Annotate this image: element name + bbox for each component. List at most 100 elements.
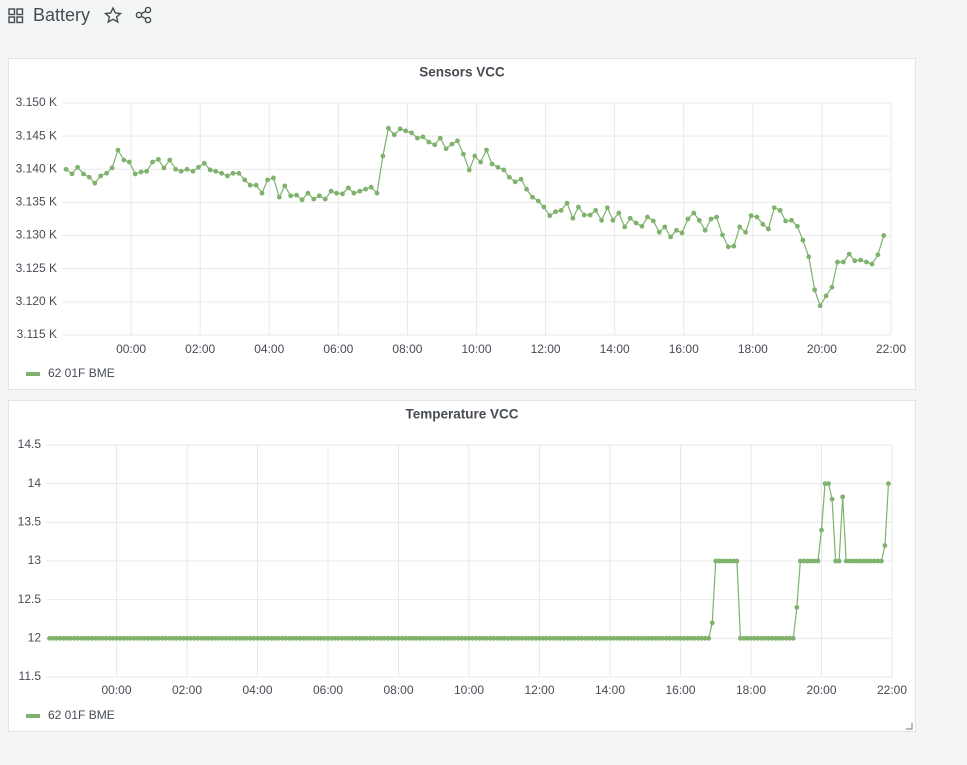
y-tick-label: 14 [28, 476, 42, 490]
x-tick-label: 02:00 [185, 342, 215, 356]
data-point [817, 303, 823, 309]
data-point [570, 215, 576, 221]
data-point [535, 198, 541, 204]
data-point [144, 168, 150, 174]
data-point [236, 170, 242, 176]
data-point [456, 635, 461, 641]
legend-label: 62 01F BME [48, 708, 115, 722]
star-icon[interactable] [103, 6, 123, 24]
data-point [265, 177, 270, 183]
y-tick-label: 3.115 K [17, 327, 57, 341]
data-point [396, 635, 401, 641]
data-point [392, 635, 398, 641]
data-point [149, 635, 155, 641]
x-tick-label: 18:00 [736, 683, 766, 697]
data-point [610, 217, 616, 223]
panel-title[interactable]: Sensors VCC [419, 65, 505, 80]
legend-label: 62 01F BME [48, 366, 115, 380]
data-point [262, 635, 267, 641]
data-point [582, 635, 588, 641]
data-point [191, 635, 197, 641]
data-point [417, 635, 423, 641]
data-point [575, 635, 581, 641]
data-point [783, 218, 789, 224]
resize-handle[interactable] [906, 723, 913, 730]
data-point [850, 558, 856, 564]
data-point [754, 214, 760, 220]
share-icon[interactable] [135, 6, 152, 24]
data-point [104, 170, 109, 176]
data-point [315, 635, 320, 641]
data-point [209, 635, 215, 641]
data-point [743, 229, 748, 235]
data-point [713, 558, 719, 564]
panel-title[interactable]: Temperature VCC [405, 407, 518, 422]
data-point [777, 207, 783, 213]
panel [8, 58, 916, 390]
data-point [611, 635, 616, 641]
data-point [178, 168, 184, 174]
data-point [762, 635, 768, 641]
data-point [755, 635, 761, 641]
dashboard-icon[interactable] [8, 8, 24, 24]
data-point [478, 159, 484, 165]
data-point [826, 481, 831, 487]
data-point [773, 635, 779, 641]
data-point [339, 635, 345, 641]
data-point [515, 635, 521, 641]
data-point [699, 635, 705, 641]
data-point [688, 635, 694, 641]
data-point [581, 212, 587, 218]
data-point [121, 157, 127, 163]
data-point [829, 284, 835, 290]
x-tick-label: 22:00 [877, 683, 907, 697]
data-point [881, 233, 887, 238]
data-point [702, 635, 708, 641]
data-point [455, 138, 460, 144]
data-point [318, 635, 324, 641]
data-point [212, 635, 218, 641]
data-point [871, 558, 877, 564]
data-point [397, 126, 403, 132]
data-point [64, 635, 70, 641]
data-point [135, 635, 141, 641]
data-point [614, 635, 620, 641]
data-point [466, 635, 472, 641]
data-point [410, 635, 415, 641]
data-point [662, 224, 668, 230]
data-point [565, 635, 571, 641]
data-point [568, 635, 574, 641]
data-point [117, 635, 123, 641]
data-point [311, 635, 317, 641]
charts: 3.150 K 3.145 K 3.140 K 3.135 K 3.130 K 3.125… [16, 95, 908, 722]
data-point [526, 635, 532, 641]
data-point [304, 635, 310, 641]
data-point [441, 635, 447, 641]
data-point [438, 635, 444, 641]
y-tick-label: 12.5 [18, 592, 42, 606]
dashboard-title[interactable]: Battery [33, 5, 90, 25]
data-point [737, 224, 743, 230]
data-point [537, 635, 542, 641]
data-point [886, 481, 891, 487]
data-point [714, 214, 719, 220]
data-point [237, 635, 243, 641]
data-point [597, 635, 602, 641]
data-point [660, 635, 666, 641]
data-point [787, 635, 793, 641]
data-point [202, 635, 208, 641]
data-point [473, 635, 479, 641]
data-point [823, 293, 829, 299]
data-point [166, 635, 172, 641]
data-point [107, 635, 112, 641]
data-point [196, 164, 201, 170]
data-point [121, 635, 126, 641]
data-point [553, 209, 559, 215]
data-point [432, 142, 438, 148]
data-point [547, 213, 553, 219]
data-point [50, 635, 56, 641]
data-point [668, 234, 674, 240]
data-point [307, 635, 313, 641]
data-point [748, 213, 754, 219]
data-point [512, 635, 518, 641]
